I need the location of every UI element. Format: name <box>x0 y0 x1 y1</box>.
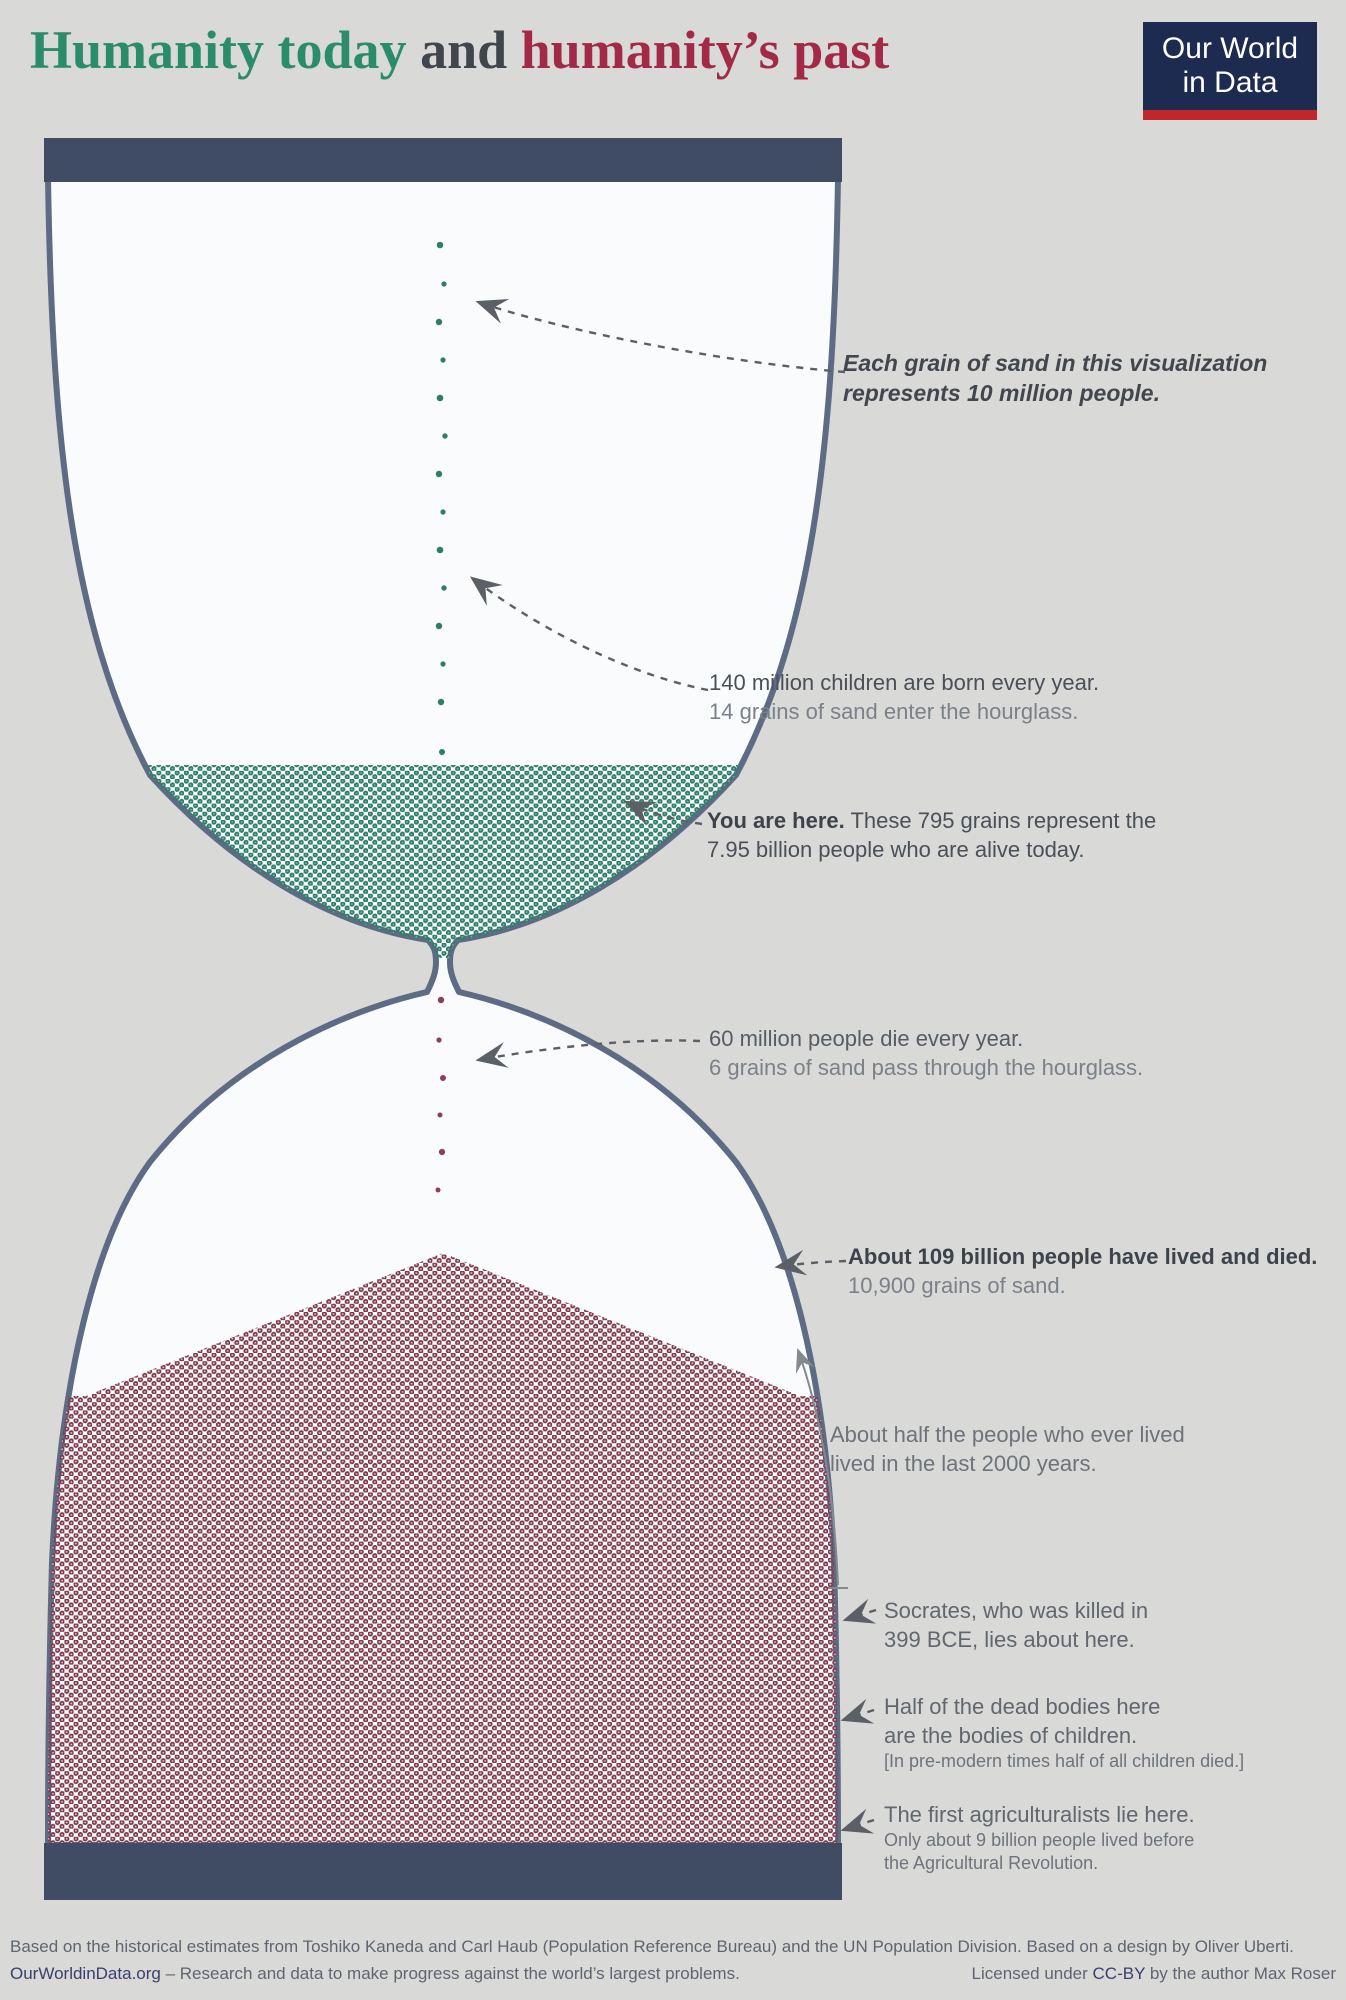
hourglass-top-cap <box>44 138 842 182</box>
owid-link[interactable]: OurWorldinData.org <box>10 1964 161 1983</box>
page-title: Humanity today and humanity’s past <box>30 20 889 80</box>
annotation-grain: Each grain of sand in this visualization… <box>843 350 1268 406</box>
annotation-births: 140 million children are born every year… <box>709 670 1100 724</box>
annotation-deaths: 60 million people die every year. 6 grai… <box>709 1026 1144 1080</box>
annotation-arrows <box>469 298 877 1834</box>
falling-red-grains <box>435 996 446 1193</box>
ccby-link[interactable]: CC-BY <box>1092 1964 1146 1983</box>
annotation-children: Half of the dead bodies here are the bod… <box>884 1694 1245 1771</box>
annotation-half-2000: About half the people who ever lived liv… <box>830 1422 1185 1476</box>
arrow-births <box>469 576 709 692</box>
footer-source-line: Based on the historical estimates from T… <box>10 1937 1294 1956</box>
title-part-red: humanity’s past <box>520 20 890 80</box>
arrow-socrates <box>842 1598 877 1624</box>
annotation-lived-died: About 109 billion people have lived and … <box>848 1244 1318 1298</box>
arrow-you-are-here <box>623 800 703 826</box>
falling-green-grains <box>435 241 448 755</box>
footer-tagline: – Research and data to make progress aga… <box>160 1964 740 1983</box>
arrow-deaths <box>475 1039 701 1068</box>
footer-owid-line: OurWorldinData.org – Research and data t… <box>10 1963 740 1985</box>
annotation-agriculturalists: The first agriculturalists lie here. Onl… <box>884 1802 1195 1873</box>
arrow-children <box>840 1698 875 1724</box>
annotation-socrates: Socrates, who was killed in 399 BCE, lie… <box>884 1598 1149 1652</box>
green-sand-alive <box>140 765 750 958</box>
title-part-and: and <box>406 20 521 80</box>
annotation-you-are-here: You are here. These 795 grains represent… <box>707 808 1157 862</box>
footer-license-line: Licensed under CC-BY by the author Max R… <box>971 1964 1336 1983</box>
owid-logo-line2: in Data <box>1182 66 1278 99</box>
arrow-grain <box>475 298 846 374</box>
owid-logo-line1: Our World <box>1161 32 1299 65</box>
arrow-agriculturalists <box>840 1808 875 1834</box>
title-part-green: Humanity today <box>30 20 407 80</box>
hourglass-bottom-cap <box>44 1843 842 1900</box>
bracket-2000-years <box>795 1348 848 1589</box>
owid-logo: Our World in Data <box>1143 22 1317 120</box>
red-sand-dead <box>48 1253 838 1845</box>
